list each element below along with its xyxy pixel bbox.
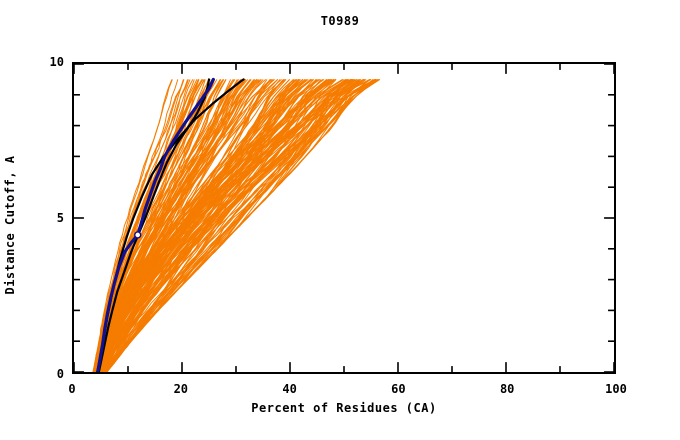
background-curve <box>106 79 270 372</box>
y-tick-label: 10 <box>49 55 64 69</box>
background-curve <box>95 79 334 372</box>
background-curve <box>97 79 334 372</box>
x-tick-label: 80 <box>499 382 515 396</box>
y-axis-label: Distance Cutoff, A <box>3 155 17 295</box>
chart-title: T0989 <box>320 14 360 28</box>
y-tick-label: 0 <box>56 367 64 381</box>
background-curve <box>96 79 272 372</box>
x-axis-label: Percent of Residues (CA) <box>251 401 437 415</box>
x-tick-label: 60 <box>391 382 406 396</box>
background-curve <box>94 79 375 372</box>
background-curve <box>95 79 278 372</box>
plot-area <box>72 62 616 374</box>
highlight-curve <box>98 79 214 372</box>
background-curve <box>100 79 242 372</box>
background-curve <box>96 79 312 372</box>
curve-marker <box>135 232 141 238</box>
highlight-curve-group <box>97 79 243 372</box>
background-curve-group <box>93 79 380 372</box>
plot-svg <box>74 64 614 372</box>
highlight-curve <box>99 79 209 372</box>
background-curve <box>99 79 214 372</box>
background-curve <box>97 79 353 372</box>
background-curve <box>106 79 351 372</box>
background-curve <box>98 79 237 372</box>
x-tick-label: 40 <box>282 382 297 396</box>
background-curve <box>99 79 379 372</box>
tick-group <box>74 64 614 372</box>
x-tick-label: 0 <box>68 382 76 396</box>
background-curve <box>106 79 280 372</box>
y-tick-label: 5 <box>56 211 64 225</box>
x-tick-label: 20 <box>173 382 189 396</box>
x-tick-label: 100 <box>605 382 627 396</box>
background-curve <box>94 79 184 372</box>
background-curve <box>97 79 376 372</box>
background-curve <box>107 79 299 372</box>
background-curve <box>95 79 221 372</box>
